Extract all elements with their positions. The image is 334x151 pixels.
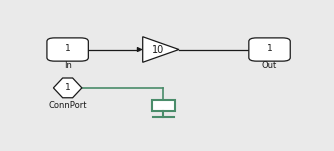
Text: 1: 1 — [65, 83, 70, 92]
Polygon shape — [53, 78, 82, 98]
Text: 1: 1 — [267, 44, 273, 53]
Text: ConnPort: ConnPort — [48, 101, 87, 110]
Text: Out: Out — [262, 61, 277, 70]
Text: 10: 10 — [152, 45, 164, 55]
Text: In: In — [64, 61, 71, 70]
Polygon shape — [143, 37, 179, 62]
FancyBboxPatch shape — [249, 38, 290, 61]
FancyBboxPatch shape — [47, 38, 88, 61]
Polygon shape — [152, 100, 175, 111]
Text: 1: 1 — [65, 44, 70, 53]
